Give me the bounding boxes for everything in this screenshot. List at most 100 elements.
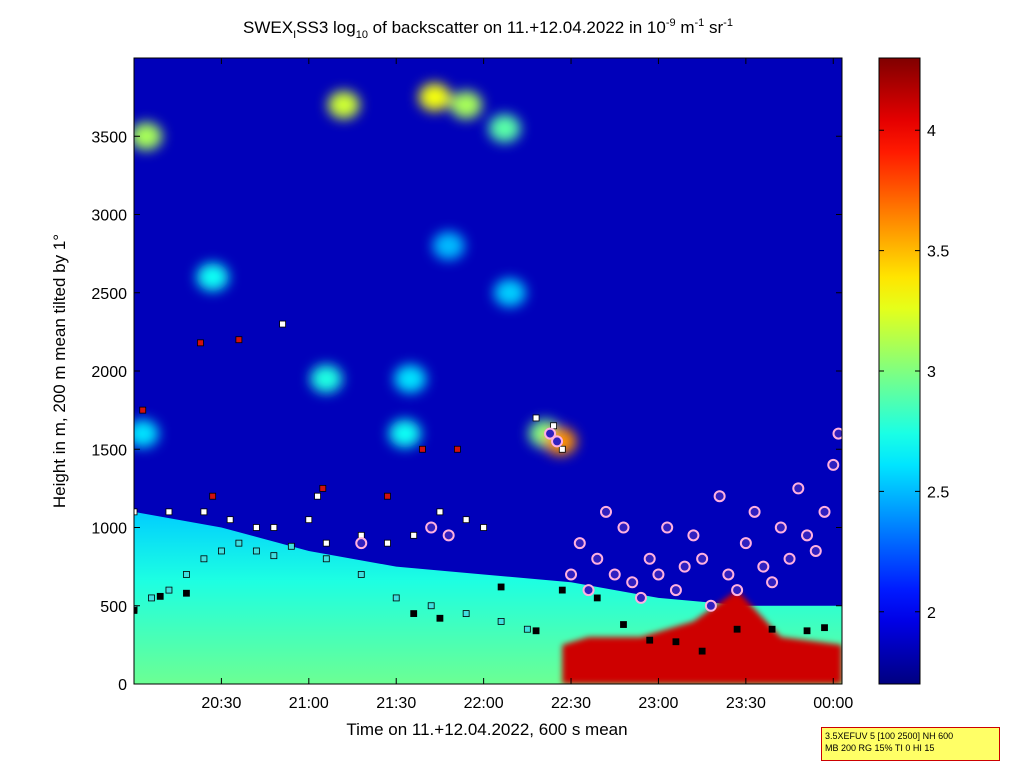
data-point <box>678 560 691 573</box>
data-point <box>252 524 260 531</box>
colorbar-tick-label: 3 <box>927 364 936 381</box>
cloud-patch <box>394 364 427 393</box>
data-point <box>209 492 217 500</box>
cloud-patch <box>134 122 163 151</box>
data-point <box>226 516 234 524</box>
data-point <box>183 589 190 597</box>
cloud-patch <box>493 278 526 307</box>
data-point <box>704 599 717 612</box>
data-point <box>532 627 540 635</box>
data-point <box>436 508 444 516</box>
data-point <box>319 484 327 492</box>
data-point <box>355 537 368 550</box>
data-point <box>832 427 842 440</box>
data-point <box>139 406 147 414</box>
data-point <box>748 505 761 518</box>
data-point <box>462 610 470 617</box>
data-point <box>218 547 225 555</box>
data-point <box>410 610 418 617</box>
data-point <box>733 625 741 633</box>
data-point <box>523 625 531 633</box>
data-point <box>783 552 796 565</box>
data-point <box>792 482 805 495</box>
data-point <box>480 524 488 531</box>
cloud-patch <box>432 231 465 260</box>
data-point <box>314 492 321 500</box>
heatmap-plot <box>134 58 842 684</box>
y-tick-label: 0 <box>118 677 127 694</box>
data-point <box>322 539 330 547</box>
settings-info-box: 3.5XEFUV 5 [100 2500] NH 600 MB 200 RG 1… <box>821 727 1000 761</box>
data-point <box>591 552 604 565</box>
data-point <box>156 592 164 600</box>
colorbar-axis: 2 2.5 3 3.5 4 <box>879 123 949 622</box>
data-point <box>821 624 828 632</box>
data-point <box>731 584 744 597</box>
data-point <box>818 505 831 518</box>
info-line-2: MB 200 RG 15% TI 0 HI 15 <box>825 743 935 753</box>
data-point <box>419 445 426 453</box>
data-point <box>768 625 776 633</box>
data-point <box>672 638 680 646</box>
info-line-1: 3.5XEFUV 5 [100 2500] NH 600 <box>825 731 954 741</box>
x-tick-label: 22:30 <box>551 695 591 712</box>
data-point <box>544 427 557 440</box>
x-tick-label: 21:00 <box>289 695 329 712</box>
data-point <box>582 584 595 597</box>
y-tick-label: 1500 <box>91 442 127 459</box>
data-point <box>801 529 814 542</box>
y-axis: 0 500 1000 1500 2000 2500 3000 3500 <box>91 129 842 694</box>
data-point <box>165 586 173 594</box>
data-point <box>722 568 735 581</box>
data-point <box>809 544 822 557</box>
cloud-patch <box>450 90 483 119</box>
data-point <box>617 521 630 534</box>
x-axis: 20:30 21:00 21:30 22:00 22:30 23:00 23:30 00:00 <box>201 58 853 712</box>
data-point <box>713 490 726 503</box>
data-point <box>696 552 709 565</box>
x-tick-label: 21:30 <box>376 695 416 712</box>
data-point <box>235 539 243 547</box>
data-point <box>608 568 621 581</box>
x-axis-label: Time on 11.+12.04.2022, 600 s mean <box>346 720 627 739</box>
y-tick-label: 2000 <box>91 364 127 381</box>
data-point <box>197 339 204 347</box>
data-point <box>134 607 138 614</box>
data-point <box>270 524 278 531</box>
y-tick-label: 3000 <box>91 208 127 225</box>
data-point <box>661 521 674 534</box>
data-point <box>669 584 682 597</box>
data-point <box>643 552 656 565</box>
data-point <box>392 594 400 602</box>
data-point <box>646 636 654 644</box>
y-tick-label: 500 <box>100 599 127 616</box>
x-tick-label: 20:30 <box>201 695 241 712</box>
data-point <box>620 621 627 628</box>
cloud-patches <box>134 83 577 456</box>
data-point <box>652 568 665 581</box>
data-point <box>384 539 391 547</box>
data-point <box>287 542 295 550</box>
data-point <box>134 508 138 516</box>
cloud-patch <box>327 90 360 119</box>
cloud-patch <box>134 419 159 448</box>
colorbar <box>878 57 921 685</box>
data-point <box>183 571 190 578</box>
x-tick-label: 23:00 <box>638 695 678 712</box>
data-point <box>739 537 752 550</box>
data-point <box>774 521 787 534</box>
data-point <box>384 492 391 500</box>
data-point <box>626 576 639 589</box>
data-point <box>436 614 444 622</box>
data-point <box>270 552 278 560</box>
y-tick-label: 1000 <box>91 521 127 538</box>
data-point <box>410 531 418 539</box>
data-point <box>532 414 540 422</box>
data-point <box>634 591 647 604</box>
data-point <box>357 571 365 578</box>
data-point <box>593 594 601 602</box>
data-point <box>698 647 706 655</box>
colorbar-tick-label: 2.5 <box>927 484 949 501</box>
colorbar-tick-label: 4 <box>927 123 936 140</box>
